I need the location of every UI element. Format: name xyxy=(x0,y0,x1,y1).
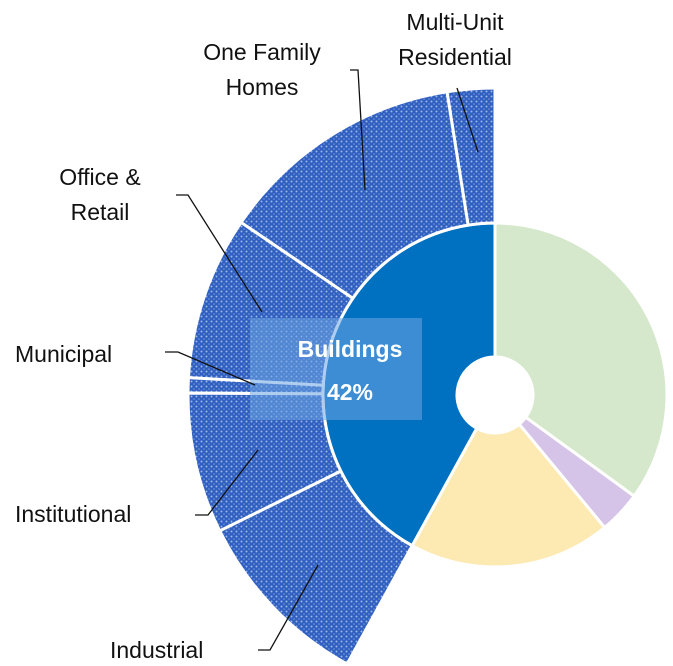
segment-label: Industrial xyxy=(110,637,204,663)
leader-line xyxy=(176,194,263,313)
leader-line xyxy=(258,564,319,651)
center-label: Buildings xyxy=(298,336,403,362)
ring-segment xyxy=(186,391,343,533)
center-value: 42% xyxy=(327,379,373,405)
segment-label: Municipal xyxy=(15,341,113,367)
segment-label: Office & Retail xyxy=(59,164,141,225)
segment-label: One Family Homes xyxy=(203,39,321,100)
segment-label: Multi-Unit Residential xyxy=(398,9,512,70)
segment-label: Institutional xyxy=(15,501,132,527)
ring-segment xyxy=(239,90,470,301)
label-box xyxy=(250,318,422,420)
ring-segment xyxy=(445,86,497,227)
leader-line xyxy=(165,351,256,386)
leader-line xyxy=(350,69,366,191)
leader-line xyxy=(195,449,259,516)
leader-line xyxy=(456,87,479,153)
donut-hole xyxy=(457,357,533,433)
